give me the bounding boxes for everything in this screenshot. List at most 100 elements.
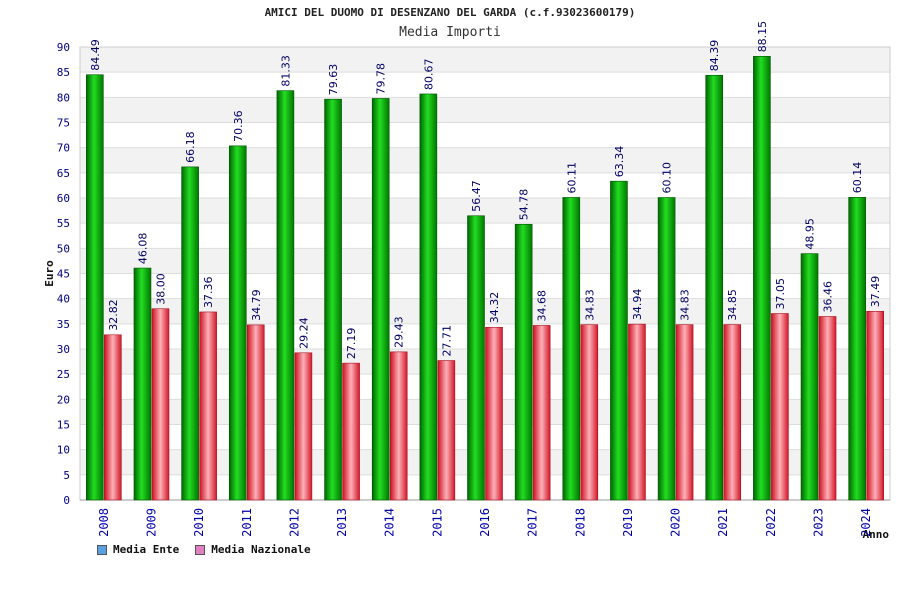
x-tick-label: 2022	[764, 508, 778, 537]
y-tick-label: 30	[57, 343, 70, 356]
bar-media-ente	[371, 98, 390, 501]
bar-media-nazionale	[199, 311, 217, 501]
bar-media-ente	[562, 197, 581, 501]
bar-media-nazionale	[818, 316, 837, 501]
bar-media-nazionale	[104, 334, 122, 501]
bar-media-ente	[610, 180, 628, 501]
y-tick-label: 45	[57, 268, 70, 281]
data-label: 29.24	[297, 317, 310, 349]
data-label: 34.83	[679, 289, 692, 321]
data-label: 34.68	[536, 290, 549, 322]
bar-media-nazionale	[628, 323, 646, 501]
data-label: 38.00	[154, 273, 167, 305]
bar-media-ente	[467, 215, 485, 501]
x-tick-label: 2017	[526, 508, 540, 537]
x-tick-label: 2012	[287, 508, 301, 537]
data-label: 66.18	[184, 131, 197, 163]
x-tick-label: 2024	[859, 508, 873, 537]
bar-media-ente	[419, 93, 438, 501]
bar-media-nazionale	[771, 313, 789, 501]
x-tick-label: 2013	[335, 508, 349, 537]
y-tick-label: 50	[57, 242, 70, 255]
bar-media-ente	[181, 166, 199, 501]
y-tick-label: 85	[57, 66, 70, 79]
y-tick-label: 20	[57, 393, 70, 406]
bar-media-nazionale	[532, 325, 551, 501]
data-label: 34.79	[250, 289, 263, 321]
x-tick-label: 2018	[573, 508, 587, 537]
data-label: 56.47	[470, 180, 483, 212]
data-label: 32.82	[107, 299, 120, 331]
data-label: 60.10	[661, 162, 674, 194]
legend-item-ente: Media Ente	[97, 543, 179, 556]
bar-media-nazionale	[866, 311, 884, 501]
y-tick-label: 65	[57, 167, 70, 180]
bar-media-nazionale	[342, 362, 360, 501]
x-tick-label: 2015	[430, 508, 444, 537]
legend-label-nazionale: Media Nazionale	[211, 543, 311, 556]
bar-media-ente	[324, 98, 342, 501]
data-label: 27.71	[440, 325, 453, 357]
legend-label-ente: Media Ente	[113, 543, 180, 556]
x-tick-label: 2016	[478, 508, 492, 537]
bar-media-ente	[514, 223, 533, 501]
data-label: 81.33	[279, 55, 292, 87]
y-tick-label: 5	[63, 469, 70, 482]
y-tick-label: 75	[57, 117, 70, 130]
y-tick-label: 15	[57, 419, 70, 432]
bar-media-ente	[86, 74, 104, 501]
data-label: 60.14	[851, 162, 864, 194]
x-tick-label: 2014	[383, 508, 397, 537]
legend-item-nazionale: Media Nazionale	[195, 543, 311, 556]
data-label: 34.32	[488, 292, 501, 324]
x-tick-label: 2021	[716, 508, 730, 537]
y-axis-label: Euro	[43, 260, 56, 287]
bar-media-ente	[705, 74, 724, 501]
data-label: 84.39	[708, 40, 721, 72]
data-label: 34.85	[726, 289, 739, 321]
y-tick-label: 10	[57, 444, 70, 457]
bar-media-nazionale	[389, 351, 408, 501]
data-label: 36.46	[822, 281, 835, 313]
bar-media-nazionale	[580, 324, 599, 501]
chart-title: AMICI DEL DUOMO DI DESENZANO DEL GARDA (…	[264, 6, 636, 19]
y-tick-label: 55	[57, 217, 70, 230]
y-tick-label: 70	[57, 142, 70, 155]
data-label: 34.94	[631, 289, 644, 321]
bar-media-ente	[753, 56, 771, 501]
data-label: 63.34	[613, 146, 626, 178]
x-tick-label: 2011	[240, 508, 254, 537]
bar-media-ente	[848, 196, 866, 501]
data-label: 29.43	[393, 316, 406, 348]
y-tick-label: 90	[57, 41, 70, 54]
x-tick-label: 2020	[669, 508, 683, 537]
data-label: 37.49	[869, 276, 882, 308]
data-label: 46.08	[136, 233, 149, 265]
bar-media-nazionale	[675, 324, 694, 501]
x-tick-label: 2009	[144, 508, 158, 537]
y-tick-label: 60	[57, 192, 70, 205]
x-tick-label: 2019	[621, 508, 635, 537]
bar-media-nazionale	[723, 324, 742, 501]
legend: Media Ente Media Nazionale	[97, 543, 311, 556]
bar-media-ente	[276, 90, 295, 501]
x-tick-label: 2023	[812, 508, 826, 537]
bar-media-nazionale	[151, 308, 170, 501]
bar-media-nazionale	[437, 360, 456, 501]
bar-media-nazionale	[246, 324, 265, 501]
y-tick-label: 0	[63, 494, 70, 507]
x-tick-label: 2010	[192, 508, 206, 537]
y-tick-label: 80	[57, 91, 70, 104]
chart-subtitle: Media Importi	[399, 25, 501, 40]
x-axis-label: Anno	[863, 528, 890, 541]
data-label: 60.11	[565, 162, 578, 194]
data-label: 70.36	[232, 110, 245, 142]
data-label: 27.19	[345, 328, 358, 360]
data-label: 48.95	[804, 218, 817, 250]
bar-media-nazionale	[485, 326, 503, 501]
data-label: 37.05	[774, 278, 787, 310]
data-label: 80.67	[422, 58, 435, 90]
data-label: 79.78	[375, 63, 388, 95]
y-tick-label: 35	[57, 318, 70, 331]
